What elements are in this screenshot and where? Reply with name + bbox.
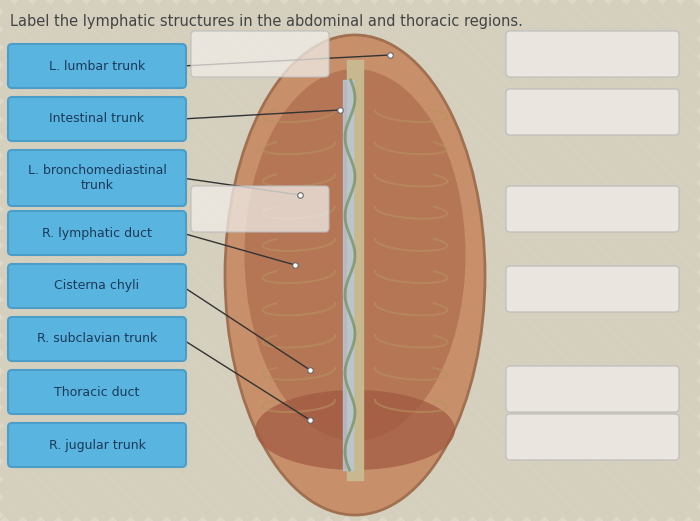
FancyBboxPatch shape [8,264,186,308]
FancyBboxPatch shape [506,31,679,77]
Ellipse shape [244,69,466,441]
FancyBboxPatch shape [506,89,679,135]
FancyBboxPatch shape [8,370,186,414]
Text: Intestinal trunk: Intestinal trunk [50,113,145,126]
FancyBboxPatch shape [8,317,186,361]
FancyBboxPatch shape [8,211,186,255]
FancyBboxPatch shape [8,423,186,467]
Ellipse shape [255,390,455,470]
Text: L. bronchomediastinal
trunk: L. bronchomediastinal trunk [27,164,167,192]
Text: R. jugular trunk: R. jugular trunk [48,439,146,452]
Text: Cisterna chyli: Cisterna chyli [55,279,139,292]
FancyBboxPatch shape [506,266,679,312]
Text: R. lymphatic duct: R. lymphatic duct [42,227,152,240]
Ellipse shape [225,35,485,515]
Text: Label the lymphatic structures in the abdominal and thoracic regions.: Label the lymphatic structures in the ab… [10,14,523,29]
FancyBboxPatch shape [8,44,186,88]
FancyBboxPatch shape [506,366,679,412]
Text: L. lumbar trunk: L. lumbar trunk [49,59,145,72]
FancyBboxPatch shape [8,97,186,141]
Text: R. subclavian trunk: R. subclavian trunk [37,332,157,345]
FancyBboxPatch shape [8,150,186,206]
FancyBboxPatch shape [506,414,679,460]
FancyBboxPatch shape [506,186,679,232]
FancyBboxPatch shape [191,31,329,77]
FancyBboxPatch shape [191,186,329,232]
Text: Thoracic duct: Thoracic duct [55,386,140,399]
